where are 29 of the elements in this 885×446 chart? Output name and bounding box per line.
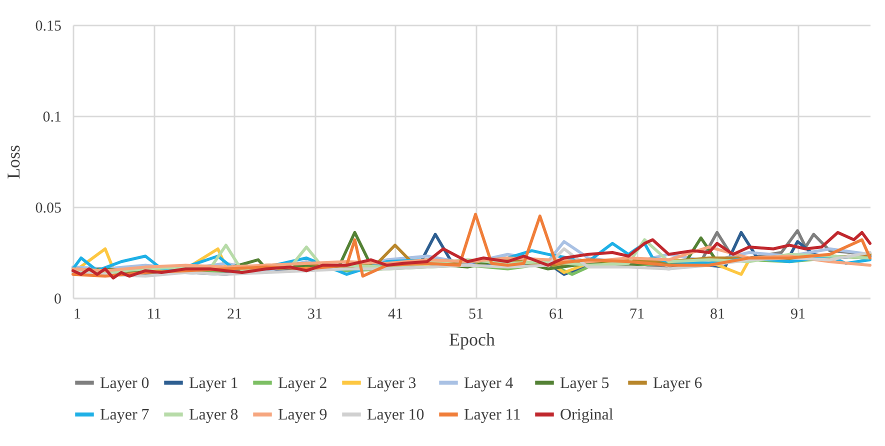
legend-label: Layer 5 [560,374,610,392]
x-tick-label: 51 [468,306,484,322]
legend-label: Layer 3 [367,374,416,392]
y-axis-title: Loss [3,144,24,180]
x-tick-label: 41 [388,306,404,322]
legend-label: Layer 9 [278,406,328,424]
x-tick-label: 61 [549,306,564,322]
legend-label: Layer 8 [189,406,238,424]
legend-label: Layer 7 [100,406,150,424]
legend-label: Original [560,406,614,424]
legend-label: Layer 2 [278,374,328,392]
legend-label: Layer 0 [100,374,150,392]
x-tick-label: 81 [710,306,726,322]
x-tick-label: 1 [74,306,81,322]
x-axis-title: Epoch [449,330,495,350]
x-tick-label: 91 [790,306,806,322]
legend-label: Layer 11 [464,406,521,424]
y-tick-label: 0.1 [42,110,62,126]
x-tick-label: 31 [308,306,323,322]
y-tick-label: 0.15 [35,18,62,34]
y-tick-label: 0 [54,292,62,308]
legend-label: Layer 1 [189,374,238,392]
legend-label: Layer 4 [464,374,514,392]
legend-label: Layer 6 [653,374,702,392]
legend-label: Layer 10 [367,406,424,424]
y-tick-label: 0.05 [35,200,62,216]
x-tick-label: 71 [630,306,645,322]
x-tick-label: 11 [146,306,162,322]
x-tick-label: 21 [227,306,242,322]
